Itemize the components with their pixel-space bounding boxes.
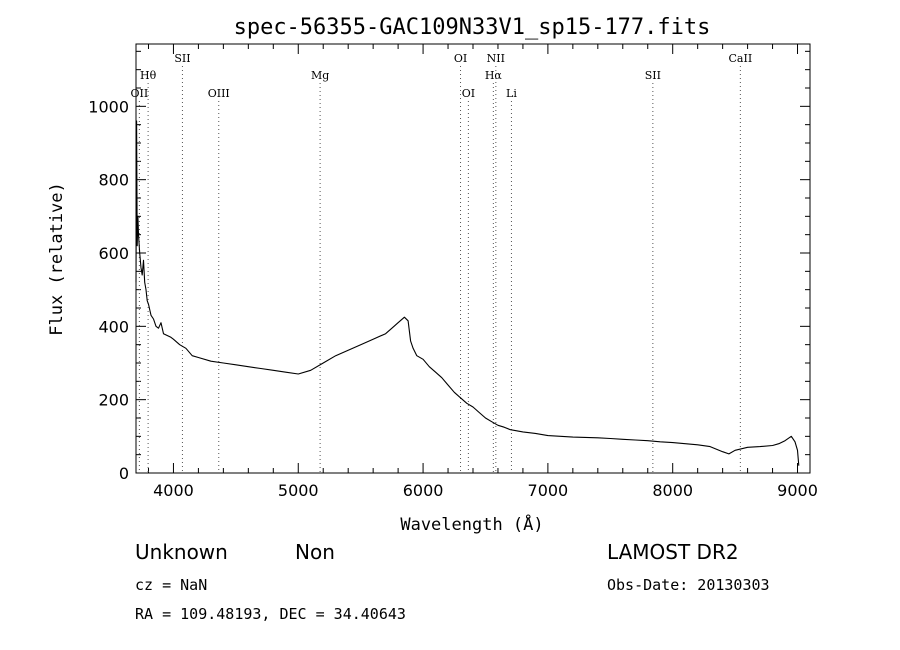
chart-title: spec-56355-GAC109N33V1_sp15-177.fits xyxy=(234,15,711,40)
spectral-line-label: Mg xyxy=(311,69,329,82)
redshift-cz: cz = NaN xyxy=(135,576,208,594)
plot-area: 4000 5000 6000 7000 8000 9000 0 200 400 600 800 100… xyxy=(88,43,818,500)
spectral-line-label: NII xyxy=(487,52,505,65)
object-subclass: Non xyxy=(295,540,335,564)
y-tick-label: 200 xyxy=(98,391,129,410)
spectral-line-label: Hθ xyxy=(140,69,157,82)
spectral-line-label: OI xyxy=(454,52,467,65)
y-axis-label: Flux (relative) xyxy=(47,182,67,336)
spectrum-line xyxy=(135,120,800,466)
y-tick-label: 0 xyxy=(119,464,129,483)
observation-date: Obs-Date: 20130303 xyxy=(607,576,770,594)
y-tick-label: 600 xyxy=(98,244,129,263)
spectral-line-label: Li xyxy=(506,87,517,100)
x-tick-label: 8000 xyxy=(652,481,693,500)
y-tick-label: 800 xyxy=(98,171,129,190)
x-tick-label: 5000 xyxy=(278,481,319,500)
survey-name: LAMOST DR2 xyxy=(607,540,739,564)
x-axis-label: Wavelength (Å) xyxy=(400,513,543,535)
spectral-line-label: Hα xyxy=(485,69,503,82)
spectral-line-label: SII xyxy=(645,69,661,82)
spectral-line-label: OIII xyxy=(208,87,230,100)
ra-dec-coordinates: RA = 109.48193, DEC = 34.40643 xyxy=(135,605,406,623)
plot-frame xyxy=(135,43,811,474)
x-tick-label: 6000 xyxy=(403,481,444,500)
y-tick-label: 1000 xyxy=(88,97,129,116)
x-tick-label: 9000 xyxy=(777,481,818,500)
spectral-line-label: SII xyxy=(174,52,190,65)
spectral-line-label: OI xyxy=(462,87,475,100)
spectral-line-label: OII xyxy=(131,87,149,100)
spectral-line-label: CaII xyxy=(729,52,753,65)
y-tick-label: 400 xyxy=(98,317,129,336)
object-class: Unknown xyxy=(135,540,228,564)
x-tick-label: 7000 xyxy=(528,481,569,500)
x-tick-label: 4000 xyxy=(153,481,194,500)
